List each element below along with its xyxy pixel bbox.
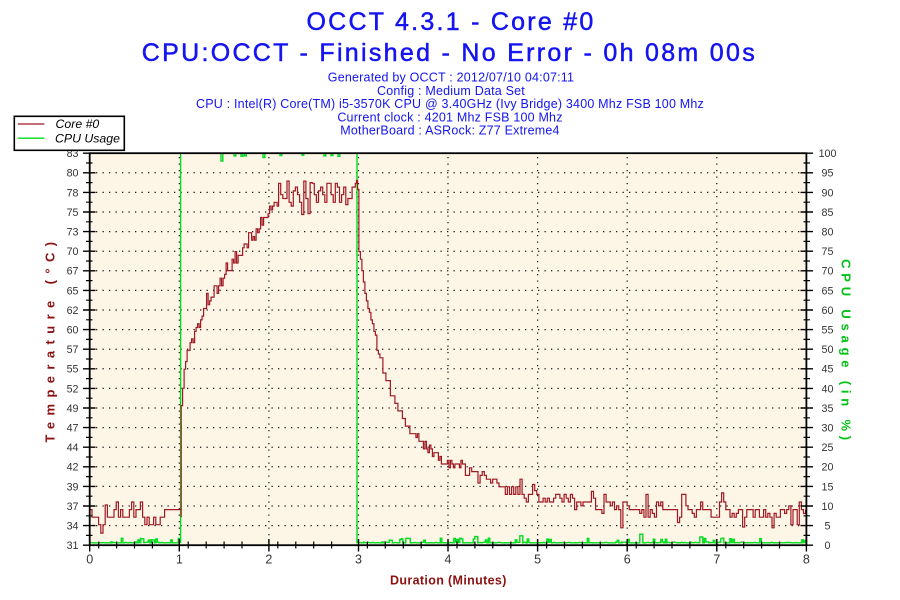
svg-text:15: 15 (822, 481, 834, 493)
svg-text:65: 65 (822, 285, 834, 297)
svg-text:39: 39 (67, 481, 79, 493)
svg-text:MotherBoard : ASRock: Z77 Extr: MotherBoard : ASRock: Z77 Extreme4 (340, 123, 559, 137)
svg-text:OCCT 4.3.1 - Core #0: OCCT 4.3.1 - Core #0 (306, 8, 595, 36)
svg-text:52: 52 (67, 383, 79, 395)
svg-text:Generated by OCCT : 2012/07/10: Generated by OCCT : 2012/07/10 04:07:11 (328, 70, 574, 84)
svg-text:75: 75 (67, 207, 79, 219)
svg-text:8: 8 (803, 553, 810, 567)
svg-text:Current clock : 4201 Mhz FSB 1: Current clock : 4201 Mhz FSB 100 Mhz (337, 110, 562, 124)
svg-text:Temperature (°C): Temperature (°C) (43, 235, 58, 442)
svg-text:Duration (Minutes): Duration (Minutes) (390, 574, 507, 588)
svg-text:CPU Usage (in %): CPU Usage (in %) (839, 259, 854, 445)
svg-text:55: 55 (67, 364, 79, 376)
svg-text:73: 73 (67, 227, 79, 239)
svg-text:78: 78 (67, 187, 79, 199)
svg-text:4: 4 (445, 553, 452, 567)
svg-text:83: 83 (67, 148, 79, 160)
svg-text:35: 35 (822, 403, 834, 415)
svg-text:Core #0: Core #0 (56, 117, 100, 131)
svg-text:0: 0 (86, 553, 93, 567)
svg-text:57: 57 (67, 344, 79, 356)
svg-text:25: 25 (822, 442, 834, 454)
svg-text:10: 10 (822, 501, 834, 513)
svg-text:62: 62 (67, 305, 79, 317)
svg-text:75: 75 (822, 246, 834, 258)
svg-text:7: 7 (713, 553, 720, 567)
svg-text:50: 50 (822, 344, 834, 356)
svg-text:47: 47 (67, 423, 79, 435)
svg-text:CPU:OCCT - Finished - No Error: CPU:OCCT - Finished - No Error - 0h 08m … (142, 39, 757, 67)
svg-text:49: 49 (67, 403, 79, 415)
svg-text:70: 70 (822, 266, 834, 278)
svg-text:40: 40 (822, 383, 834, 395)
svg-text:5: 5 (534, 553, 541, 567)
svg-text:60: 60 (822, 305, 834, 317)
svg-text:90: 90 (822, 187, 834, 199)
svg-text:6: 6 (624, 553, 631, 567)
svg-text:65: 65 (67, 285, 79, 297)
svg-text:Config : Medium Data Set: Config : Medium Data Set (377, 84, 525, 98)
svg-text:34: 34 (67, 521, 79, 533)
svg-text:95: 95 (822, 168, 834, 180)
svg-text:CPU : Intel(R) Core(TM) i5-357: CPU : Intel(R) Core(TM) i5-3570K CPU @ 3… (196, 97, 704, 111)
svg-text:37: 37 (67, 501, 79, 513)
svg-text:1: 1 (176, 553, 183, 567)
svg-text:100: 100 (819, 148, 837, 160)
svg-text:3: 3 (355, 553, 362, 567)
svg-text:80: 80 (67, 168, 79, 180)
svg-text:80: 80 (822, 227, 834, 239)
svg-text:70: 70 (67, 246, 79, 258)
svg-text:2: 2 (265, 553, 272, 567)
svg-text:30: 30 (822, 423, 834, 435)
svg-text:67: 67 (67, 266, 79, 278)
svg-text:CPU Usage: CPU Usage (55, 131, 120, 145)
svg-text:85: 85 (822, 207, 834, 219)
svg-text:20: 20 (822, 462, 834, 474)
svg-text:42: 42 (67, 462, 79, 474)
svg-text:60: 60 (67, 325, 79, 337)
svg-text:0: 0 (825, 540, 831, 552)
svg-text:31: 31 (67, 540, 79, 552)
svg-text:5: 5 (825, 521, 831, 533)
svg-text:45: 45 (822, 364, 834, 376)
svg-text:55: 55 (822, 325, 834, 337)
svg-text:44: 44 (67, 442, 79, 454)
